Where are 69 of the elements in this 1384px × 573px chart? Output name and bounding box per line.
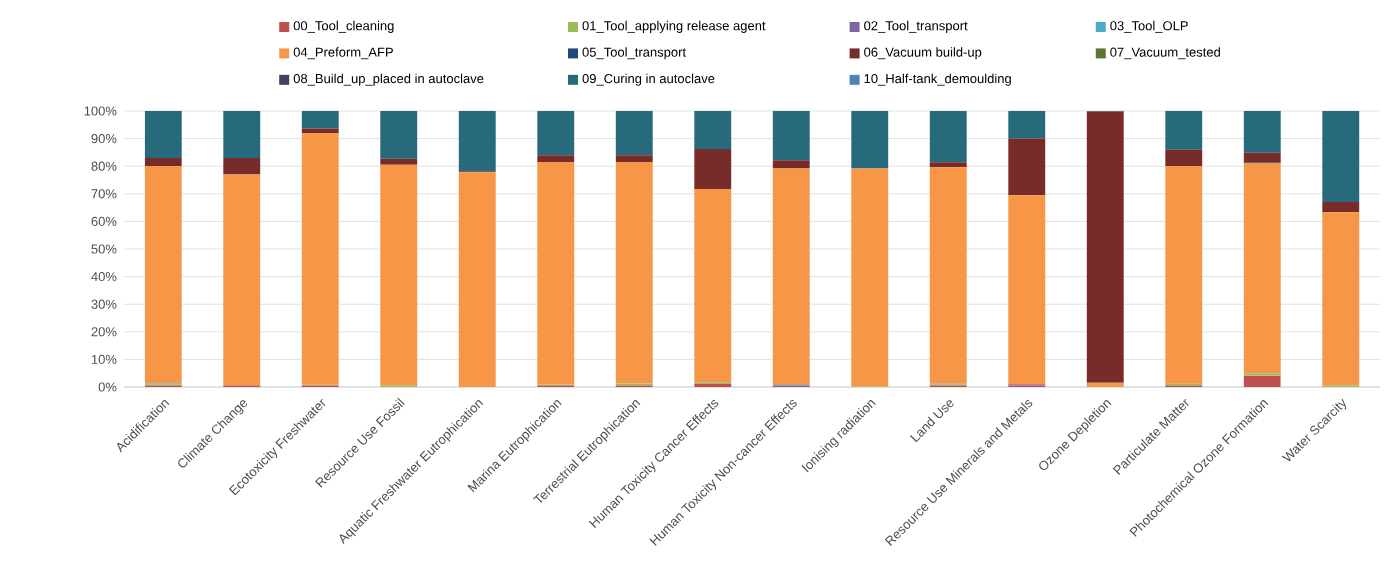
bar xyxy=(380,158,418,165)
y-tick-label: 100% xyxy=(84,106,117,116)
legend-label: 00_Tool_cleaning xyxy=(293,20,394,33)
bar xyxy=(1086,111,1124,383)
bar xyxy=(929,162,967,168)
legend-label: 10_Half-tank_demoulding xyxy=(864,73,1011,86)
bar xyxy=(1165,111,1203,150)
bar xyxy=(851,168,889,387)
bar xyxy=(1243,162,1281,374)
bar xyxy=(1008,138,1046,196)
bar xyxy=(537,162,575,385)
legend-label: 03_Tool_OLP xyxy=(1110,20,1188,33)
bar xyxy=(772,160,810,169)
legend-label: 05_Tool_transport xyxy=(582,47,686,60)
bar xyxy=(1322,111,1360,203)
y-tick-label: 20% xyxy=(91,327,117,337)
bar xyxy=(772,111,810,161)
bar xyxy=(458,111,496,172)
bar xyxy=(772,168,810,385)
bar xyxy=(1243,375,1281,387)
bar xyxy=(1243,152,1281,163)
y-tick-label: 70% xyxy=(91,189,117,199)
bar xyxy=(615,155,653,163)
bar xyxy=(301,111,339,129)
bar xyxy=(615,162,653,384)
bar xyxy=(144,157,182,167)
bar xyxy=(1243,373,1281,376)
bar xyxy=(694,149,732,190)
y-tick-label: 80% xyxy=(91,161,117,171)
bar xyxy=(1322,212,1360,386)
y-tick-label: 30% xyxy=(91,299,117,309)
y-tick-label: 60% xyxy=(91,216,117,226)
bar xyxy=(144,111,182,158)
bar xyxy=(1322,202,1360,213)
bar xyxy=(144,166,182,384)
bar xyxy=(1008,111,1046,139)
bar xyxy=(694,111,732,150)
legend-label: 04_Preform_AFP xyxy=(293,47,393,60)
bar xyxy=(1243,111,1281,153)
bar xyxy=(1008,195,1046,385)
bar xyxy=(537,111,575,156)
bar xyxy=(929,111,967,163)
bar xyxy=(301,128,339,134)
bar xyxy=(694,189,732,383)
bar xyxy=(223,111,261,158)
bar xyxy=(223,174,261,386)
bar xyxy=(380,164,418,386)
legend-label: 02_Tool_transport xyxy=(864,20,968,33)
bar xyxy=(537,155,575,163)
legend-label: 09_Curing in autoclave xyxy=(582,73,715,86)
y-tick-label: 90% xyxy=(91,134,117,144)
legend-label: 06_Vacuum build-up xyxy=(864,47,982,60)
y-tick-label: 10% xyxy=(91,354,117,364)
y-tick-label: 0% xyxy=(98,382,117,392)
legend-label: 01_Tool_applying release agent xyxy=(582,20,766,33)
legend-label: 08_Build_up_placed in autoclave xyxy=(293,73,484,86)
legend-label: 07_Vacuum_tested xyxy=(1110,47,1220,60)
bar xyxy=(1165,166,1203,384)
bar xyxy=(851,111,889,169)
bar xyxy=(1165,149,1203,167)
bar xyxy=(458,172,496,387)
bar xyxy=(380,111,418,159)
y-tick-label: 40% xyxy=(91,272,117,282)
bar xyxy=(615,111,653,156)
bar xyxy=(1086,382,1124,387)
bar xyxy=(301,133,339,385)
bar xyxy=(223,157,261,175)
bar xyxy=(929,167,967,384)
y-tick-label: 50% xyxy=(91,244,117,254)
